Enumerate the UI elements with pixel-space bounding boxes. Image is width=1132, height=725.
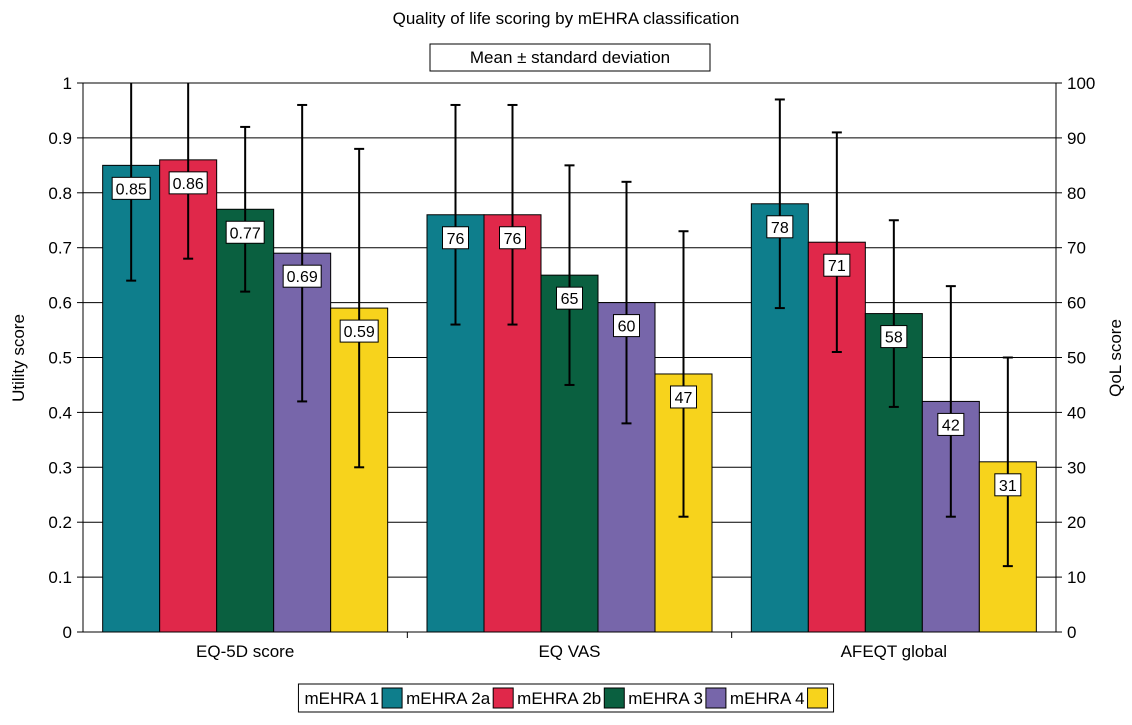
data-label: 60 <box>618 319 636 336</box>
x-axis-ticks: EQ-5D score EQ VAS AFEQT global <box>196 632 947 661</box>
y2-tick-label: 60 <box>1067 294 1086 313</box>
data-label: 0.77 <box>230 225 261 242</box>
legend-swatch <box>381 687 403 709</box>
y-tick-label: 0.4 <box>48 403 72 422</box>
data-label: 31 <box>999 478 1017 495</box>
y2-axis-ticks: 0 10 20 30 40 50 60 70 80 90 100 <box>1056 74 1095 642</box>
data-label-box <box>937 412 965 436</box>
legend-label: mEHRA 1 <box>304 689 379 708</box>
y-tick-label: 0.2 <box>48 513 72 532</box>
data-label-box <box>442 226 469 250</box>
data-label-box <box>823 253 851 277</box>
data-label: 42 <box>942 417 960 434</box>
y2-tick-label: 20 <box>1067 513 1086 532</box>
data-label: 71 <box>828 258 846 275</box>
legend-label: mEHRA 4 <box>730 689 805 708</box>
data-label: 0.59 <box>344 324 375 341</box>
y-axis-ticks: 0 0.1 0.2 0.3 0.4 0.5 0.6 0.7 0.8 0.9 1 <box>48 74 83 642</box>
data-label-box <box>556 286 583 310</box>
y2-tick-label: 30 <box>1067 458 1086 477</box>
y2-axis-label: QoL score <box>1106 319 1125 397</box>
legend-swatch <box>807 687 829 709</box>
legend-swatch <box>603 687 625 709</box>
x-tick-label: EQ VAS <box>538 642 600 661</box>
y2-tick-label: 70 <box>1067 239 1086 258</box>
data-label: 0.69 <box>287 269 318 286</box>
legend-swatch <box>705 687 727 709</box>
y-tick-label: 0.3 <box>48 458 72 477</box>
y2-tick-label: 80 <box>1067 184 1086 203</box>
y-tick-label: 1 <box>63 74 72 93</box>
data-label-box <box>670 385 697 409</box>
y-axis-label: Utility score <box>9 314 28 402</box>
data-label: 76 <box>504 231 522 248</box>
y2-tick-label: 40 <box>1067 403 1086 422</box>
data-label: 0.85 <box>116 181 147 198</box>
y-tick-label: 0.9 <box>48 129 72 148</box>
y-tick-label: 0.6 <box>48 294 72 313</box>
data-label: 76 <box>447 231 465 248</box>
y2-tick-label: 50 <box>1067 349 1086 368</box>
y2-tick-label: 10 <box>1067 568 1086 587</box>
data-label: 47 <box>675 390 693 407</box>
legend-label: mEHRA 2b <box>517 689 601 708</box>
y-tick-label: 0.8 <box>48 184 72 203</box>
data-label-box <box>339 319 379 343</box>
data-label-box <box>282 264 322 288</box>
y-tick-label: 0.5 <box>48 349 72 368</box>
data-label-box <box>168 171 208 195</box>
y2-tick-label: 100 <box>1067 74 1095 93</box>
y2-tick-label: 0 <box>1067 623 1076 642</box>
x-tick-label: EQ-5D score <box>196 642 294 661</box>
data-label: 58 <box>885 330 903 347</box>
error-bars-group <box>126 83 1013 568</box>
y-tick-label: 0.7 <box>48 239 72 258</box>
data-label-box <box>613 314 640 338</box>
legend-label: mEHRA 2a <box>406 689 491 708</box>
x-tick-label: AFEQT global <box>841 642 947 661</box>
data-label: 78 <box>771 220 789 237</box>
data-labels-group: 0.85 0.86 0.77 0.69 0.59 76 76 65 60 47 78 71 58 42 31 <box>111 171 1022 497</box>
subtitle-box <box>429 43 711 72</box>
y-tick-label: 0 <box>63 623 72 642</box>
data-label: 65 <box>561 291 579 308</box>
data-label: 0.86 <box>173 176 204 193</box>
data-label-box <box>880 325 908 349</box>
y-tick-label: 0.1 <box>48 568 72 587</box>
y2-tick-label: 90 <box>1067 129 1086 148</box>
legend-label: mEHRA 3 <box>628 689 703 708</box>
data-label-box <box>111 176 151 200</box>
data-label-box <box>225 220 265 244</box>
chart-subtitle: Mean ± standard deviation <box>470 48 670 67</box>
legend: mEHRA 1 mEHRA 2a mEHRA 2b mEHRA 3 mEHRA 4 <box>297 683 835 713</box>
chart-title: Quality of life scoring by mEHRA classif… <box>393 9 740 28</box>
legend-swatch <box>492 687 514 709</box>
data-label-box <box>499 226 526 250</box>
data-label-box <box>766 215 794 239</box>
data-label-box <box>994 473 1022 497</box>
